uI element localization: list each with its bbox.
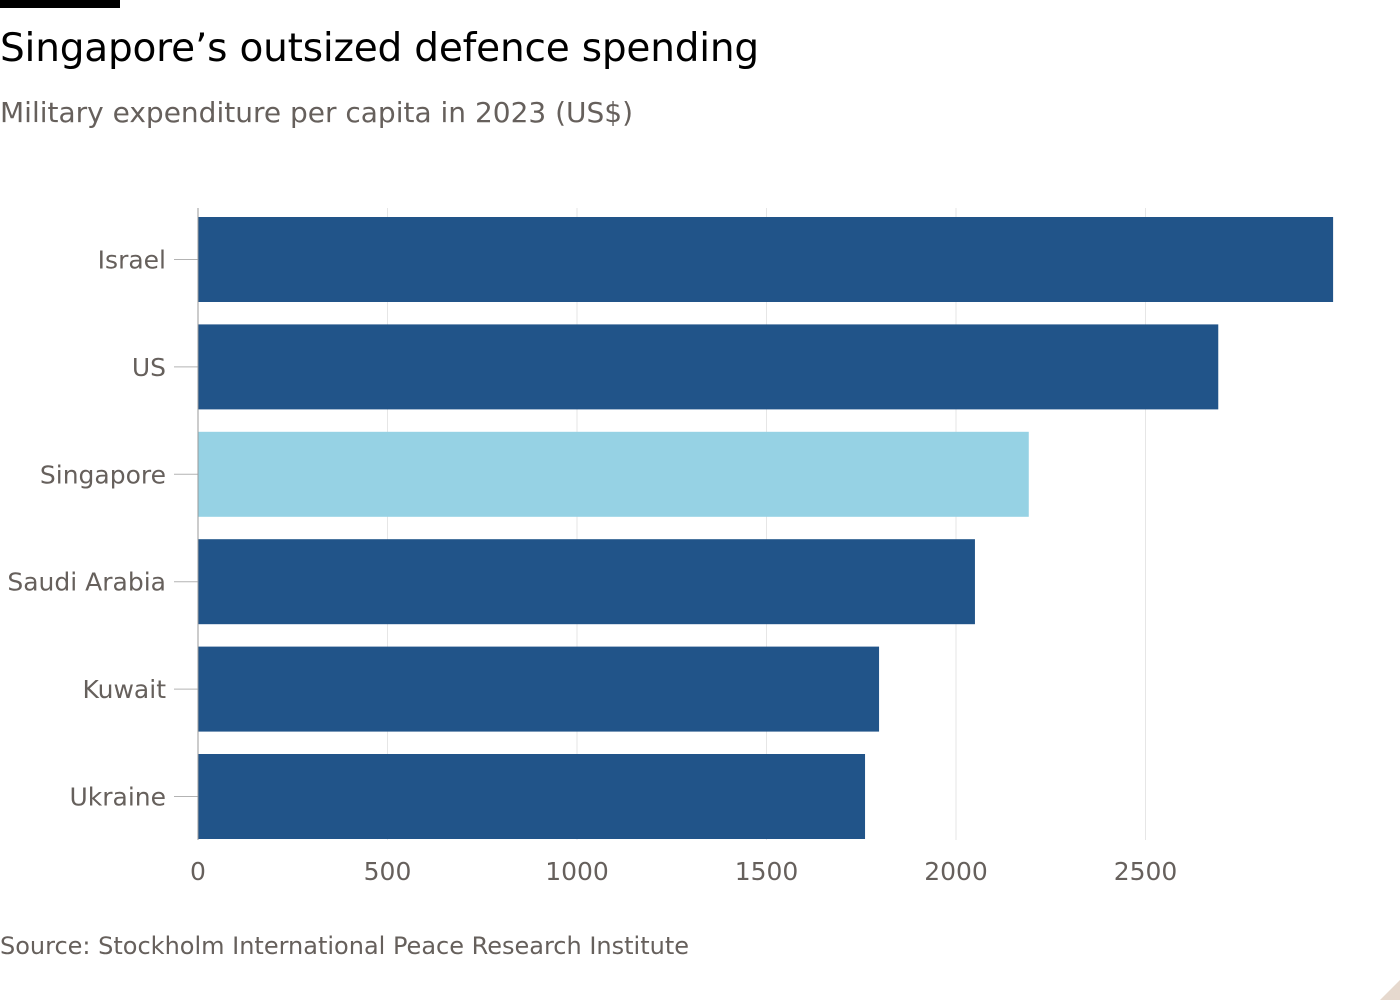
bar-highlight (198, 431, 1029, 517)
source-note: Source: Stockholm International Peace Re… (0, 932, 690, 960)
chart-subtitle: Military expenditure per capita in 2023 … (0, 96, 634, 129)
corner-fold (1380, 980, 1400, 1000)
brand-bar (0, 0, 120, 8)
x-tick-label: 0 (190, 857, 206, 886)
bar (198, 646, 880, 732)
category-label: Israel (98, 246, 166, 275)
category-label: Singapore (40, 460, 166, 489)
bar-chart: Israel US Singapore Saudi Arabia Kuwait Ukrai… (7, 208, 1334, 886)
bar (198, 754, 866, 839)
category-label: Kuwait (82, 675, 166, 704)
x-tick-label: 2000 (924, 857, 988, 886)
chart-title: Singapore’s outsized defence spending (0, 26, 759, 71)
bar (198, 217, 1334, 302)
category-label: Ukraine (69, 783, 166, 812)
x-tick-label: 1500 (735, 857, 799, 886)
bar (198, 324, 1219, 410)
x-tick-label: 500 (364, 857, 412, 886)
bar (198, 539, 975, 625)
x-tick-label: 1000 (545, 857, 609, 886)
x-tick-label: 2500 (1114, 857, 1178, 886)
category-label: Saudi Arabia (7, 568, 166, 597)
category-label: US (132, 353, 166, 382)
